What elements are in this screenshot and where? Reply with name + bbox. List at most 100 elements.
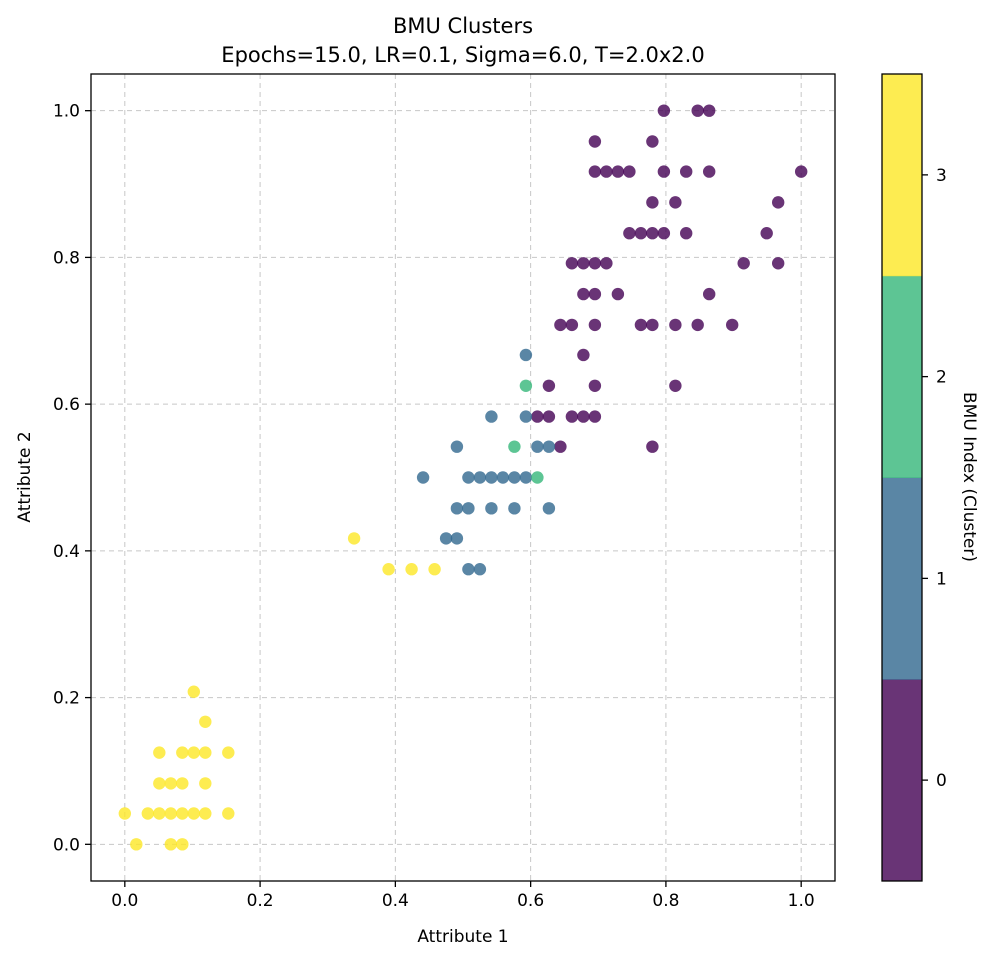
colorbar-frame <box>881 73 923 882</box>
y-tick-label: 1.0 <box>53 102 80 122</box>
point-cluster-0 <box>657 226 671 240</box>
point-cluster-1 <box>485 502 498 515</box>
point-cluster-1 <box>450 532 464 545</box>
x-tick-label: 1.0 <box>788 891 815 911</box>
y-axis-label: Attribute 2 <box>15 431 35 522</box>
colorbar-tick-label: 1 <box>936 569 947 589</box>
point-cluster-0 <box>531 410 544 423</box>
colorbar-segment-0 <box>882 679 922 882</box>
point-cluster-1 <box>508 502 521 515</box>
point-cluster-0 <box>634 318 648 332</box>
point-cluster-0 <box>669 318 682 332</box>
y-axis-ticks: 0.0 0.2 0.4 0.6 0.8 1.0 <box>53 102 91 855</box>
point-cluster-3 <box>176 838 189 851</box>
point-cluster-3 <box>176 746 189 759</box>
point-cluster-0 <box>565 318 579 332</box>
point-cluster-0 <box>646 135 659 148</box>
point-cluster-3 <box>164 807 178 820</box>
point-cluster-0 <box>577 348 590 362</box>
point-cluster-0 <box>588 318 602 332</box>
point-cluster-0 <box>542 379 556 392</box>
point-cluster-3 <box>199 746 212 759</box>
point-cluster-0 <box>691 318 704 332</box>
point-cluster-3 <box>187 685 201 698</box>
point-cluster-0 <box>646 226 659 240</box>
point-cluster-0 <box>554 318 567 332</box>
point-cluster-1 <box>485 410 498 423</box>
point-cluster-0 <box>669 379 682 392</box>
point-cluster-0 <box>771 196 785 209</box>
point-cluster-3 <box>118 807 132 820</box>
point-cluster-3 <box>153 807 166 820</box>
point-cluster-2 <box>508 440 521 453</box>
point-cluster-1 <box>473 471 487 484</box>
point-cluster-0 <box>588 165 602 178</box>
point-cluster-0 <box>588 135 602 148</box>
x-tick-label: 0.4 <box>382 891 409 911</box>
x-axis-ticks: 0.0 0.2 0.4 0.6 0.8 1.0 <box>111 881 815 911</box>
point-cluster-1 <box>450 440 464 453</box>
point-cluster-0 <box>565 410 579 423</box>
point-cluster-2 <box>519 379 533 392</box>
point-cluster-3 <box>347 532 361 545</box>
point-cluster-3 <box>187 746 201 759</box>
y-tick-label: 0.6 <box>53 395 80 415</box>
point-cluster-0 <box>680 165 693 178</box>
point-cluster-1 <box>416 471 430 484</box>
colorbar-segment-3 <box>882 74 922 277</box>
point-cluster-0 <box>646 196 659 209</box>
point-cluster-0 <box>794 165 808 178</box>
point-cluster-0 <box>771 257 785 270</box>
point-cluster-3 <box>164 838 178 851</box>
point-cluster-3 <box>187 807 201 820</box>
chart-title: BMU Clusters <box>393 14 533 38</box>
point-cluster-0 <box>725 318 739 332</box>
point-cluster-0 <box>600 257 613 270</box>
point-cluster-3 <box>382 563 395 576</box>
point-cluster-0 <box>669 196 682 209</box>
point-cluster-0 <box>760 226 773 240</box>
point-cluster-3 <box>199 807 212 820</box>
colorbar-segment-1 <box>882 477 922 680</box>
point-cluster-0 <box>623 165 636 178</box>
point-cluster-0 <box>657 104 671 117</box>
x-tick-label: 0.6 <box>517 891 544 911</box>
point-cluster-1 <box>508 471 521 484</box>
point-cluster-0 <box>588 257 602 270</box>
point-cluster-2 <box>531 471 544 484</box>
point-cluster-3 <box>176 777 189 790</box>
point-cluster-0 <box>680 226 693 240</box>
axes <box>90 73 836 882</box>
point-cluster-1 <box>485 471 498 484</box>
x-tick-label: 0.2 <box>247 891 274 911</box>
point-cluster-1 <box>462 563 475 576</box>
point-cluster-1 <box>450 502 464 515</box>
point-cluster-0 <box>646 440 659 453</box>
point-cluster-0 <box>542 410 556 423</box>
point-cluster-0 <box>623 226 636 240</box>
point-cluster-0 <box>565 257 579 270</box>
point-cluster-1 <box>531 440 544 453</box>
point-cluster-1 <box>439 532 453 545</box>
point-cluster-0 <box>588 287 602 301</box>
point-cluster-0 <box>588 410 602 423</box>
point-cluster-3 <box>130 838 143 851</box>
point-cluster-1 <box>519 348 533 362</box>
point-cluster-3 <box>199 777 212 790</box>
point-cluster-0 <box>646 318 659 332</box>
point-cluster-1 <box>473 563 487 576</box>
point-cluster-1 <box>519 410 533 423</box>
point-cluster-0 <box>577 257 590 270</box>
colorbar-tick-label: 2 <box>936 368 947 388</box>
point-cluster-0 <box>737 257 750 270</box>
colorbar-tick-label: 0 <box>936 771 947 791</box>
point-cluster-1 <box>542 440 556 453</box>
grid-lines <box>91 74 835 881</box>
y-tick-label: 0.4 <box>53 542 80 562</box>
point-cluster-3 <box>199 715 212 729</box>
point-cluster-3 <box>428 563 441 576</box>
point-cluster-0 <box>554 440 567 453</box>
point-cluster-0 <box>588 379 602 392</box>
point-cluster-3 <box>141 807 155 820</box>
point-cluster-1 <box>462 471 475 484</box>
